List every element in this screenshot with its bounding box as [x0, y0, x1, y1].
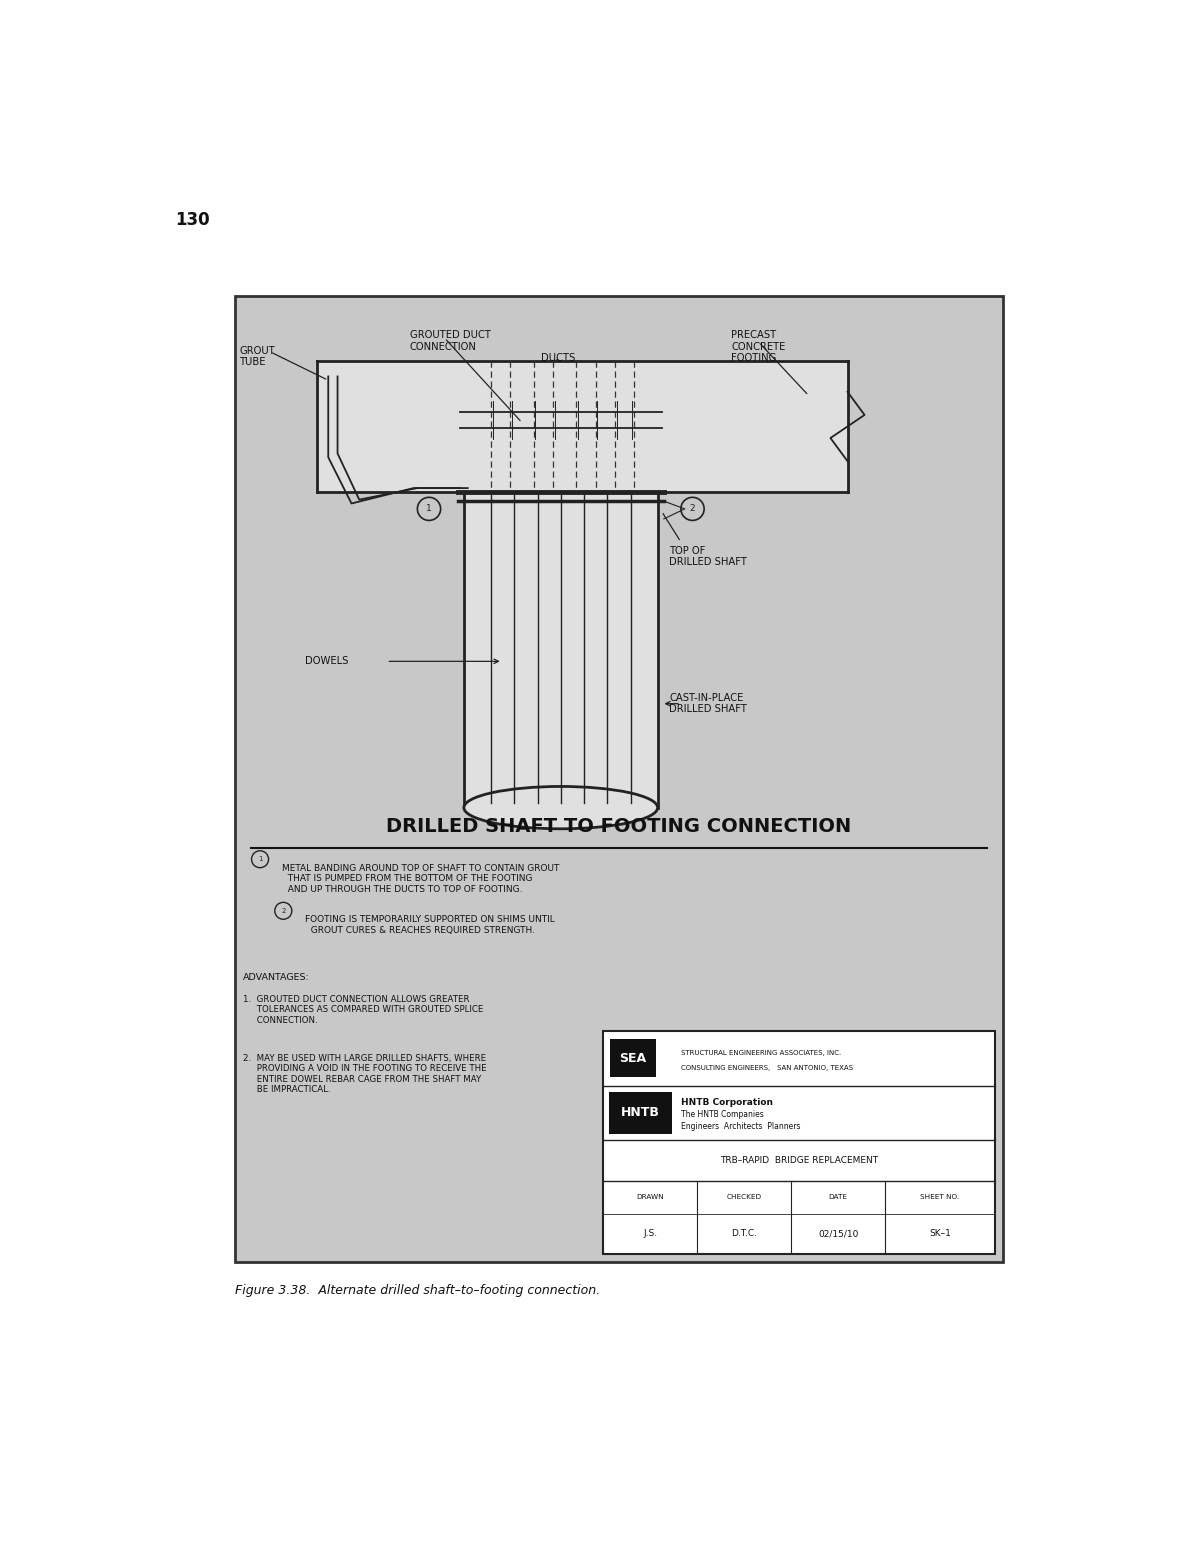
Text: METAL BANDING AROUND TOP OF SHAFT TO CONTAIN GROUT
  THAT IS PUMPED FROM THE BOT: METAL BANDING AROUND TOP OF SHAFT TO CON… [282, 864, 559, 894]
Text: 2: 2 [281, 908, 286, 914]
Text: TRB–RAPID  BRIDGE REPLACEMENT: TRB–RAPID BRIDGE REPLACEMENT [720, 1156, 878, 1166]
Text: 1: 1 [426, 504, 432, 514]
Text: CHECKED: CHECKED [727, 1193, 762, 1200]
Text: HNTB Corporation: HNTB Corporation [680, 1099, 773, 1108]
Text: D.T.C.: D.T.C. [731, 1229, 757, 1238]
Text: J.S.: J.S. [643, 1229, 658, 1238]
Text: 1.  GROUTED DUCT CONNECTION ALLOWS GREATER
     TOLERANCES AS COMPARED WITH GROU: 1. GROUTED DUCT CONNECTION ALLOWS GREATE… [242, 995, 484, 1024]
Text: STRUCTURAL ENGINEERING ASSOCIATES, INC.: STRUCTURAL ENGINEERING ASSOCIATES, INC. [680, 1049, 841, 1055]
Text: SHEET NO.: SHEET NO. [920, 1193, 960, 1200]
Text: 2: 2 [690, 504, 695, 514]
Text: Engineers  Architects  Planners: Engineers Architects Planners [680, 1122, 800, 1130]
Text: PRECAST
CONCRETE
FOOTING: PRECAST CONCRETE FOOTING [731, 331, 786, 363]
Bar [610, 1040, 656, 1077]
Bar [317, 362, 847, 492]
Bar [235, 295, 1002, 1262]
Bar [464, 492, 658, 807]
Text: ADVANTAGES:: ADVANTAGES: [242, 973, 310, 982]
Text: GROUTED DUCT
CONNECTION: GROUTED DUCT CONNECTION [409, 331, 491, 352]
Text: 1: 1 [258, 857, 263, 863]
Text: DOWELS: DOWELS [305, 656, 348, 666]
Text: DUCTS: DUCTS [541, 354, 576, 363]
Text: DRAWN: DRAWN [636, 1193, 664, 1200]
Text: SK–1: SK–1 [929, 1229, 950, 1238]
Bar [608, 1093, 672, 1133]
Text: DRILLED SHAFT TO FOOTING CONNECTION: DRILLED SHAFT TO FOOTING CONNECTION [386, 818, 852, 837]
Text: The HNTB Companies: The HNTB Companies [680, 1110, 763, 1119]
Text: DATE: DATE [829, 1193, 847, 1200]
Text: FOOTING IS TEMPORARILY SUPPORTED ON SHIMS UNTIL
  GROUT CURES & REACHES REQUIRED: FOOTING IS TEMPORARILY SUPPORTED ON SHIM… [305, 916, 554, 934]
Text: CAST-IN-PLACE
DRILLED SHAFT: CAST-IN-PLACE DRILLED SHAFT [670, 692, 748, 714]
Bar [604, 1031, 995, 1254]
Text: 02/15/10: 02/15/10 [818, 1229, 858, 1238]
Text: SEA: SEA [619, 1052, 647, 1065]
Text: 2.  MAY BE USED WITH LARGE DRILLED SHAFTS, WHERE
     PROVIDING A VOID IN THE FO: 2. MAY BE USED WITH LARGE DRILLED SHAFTS… [242, 1054, 487, 1094]
Ellipse shape [464, 787, 658, 829]
Text: CONSULTING ENGINEERS,   SAN ANTONIO, TEXAS: CONSULTING ENGINEERS, SAN ANTONIO, TEXAS [680, 1065, 853, 1071]
Text: GROUT
TUBE: GROUT TUBE [239, 346, 275, 368]
Text: HNTB: HNTB [622, 1107, 660, 1119]
Text: 130: 130 [175, 211, 210, 228]
Text: TOP OF
DRILLED SHAFT: TOP OF DRILLED SHAFT [670, 546, 748, 568]
Text: Figure 3.38.  Alternate drilled shaft–to–footing connection.: Figure 3.38. Alternate drilled shaft–to–… [235, 1284, 600, 1297]
